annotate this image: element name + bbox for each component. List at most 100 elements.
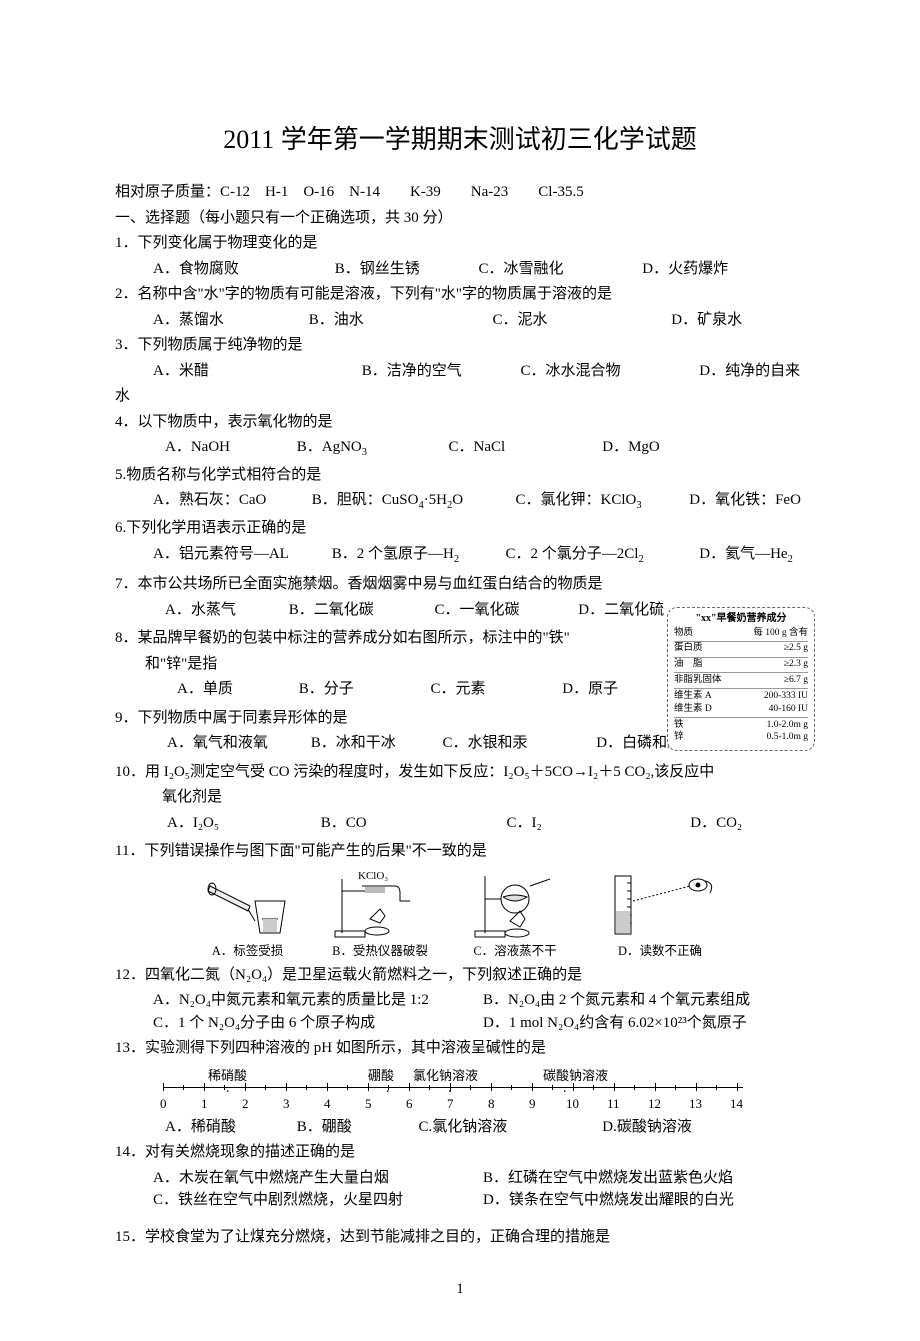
q6-opt-b: B．2 个氢原子—H2 (332, 543, 502, 568)
question-11-diagrams: A．标签受损 KClO₃ B．受热仪器破裂 (115, 871, 805, 961)
q13-opt-a: A．稀硝酸 (165, 1116, 293, 1139)
q1-opt-d: D．火药爆炸 (642, 258, 728, 281)
q7-opt-d: D．二氧化硫 (578, 599, 664, 622)
q10-opt-d: D．CO₂ (690, 812, 742, 835)
question-6-options: A．铝元素符号—AL B．2 个氢原子—H2 C．2 个氯分子—2Cl2 D．氦… (115, 543, 805, 568)
q7-opt-a: A．水蒸气 (165, 599, 285, 622)
q4-opt-d: D．MgO (602, 436, 660, 459)
diagram-c-caption: C．溶液蒸不干 (473, 942, 556, 961)
question-4: 4．以下物质中，表示氧化物的是 (115, 411, 805, 434)
diagram-d: D．读数不正确 (600, 871, 720, 961)
q12-opt-c: C．1 个 N₂O₄分子由 6 个原子构成 (153, 1012, 483, 1035)
q1-opt-a: A．食物腐败 (153, 258, 331, 281)
question-14: 14．对有关燃烧现象的描述正确的是 (115, 1141, 805, 1164)
question-13: 13．实验测得下列四种溶液的 pH 如图所示，其中溶液呈碱性的是 (115, 1037, 805, 1060)
q2-opt-a: A．蒸馏水 (153, 309, 305, 332)
question-10-cont: 氧化剂是 (115, 786, 805, 809)
q3-opt-d-cont: 水 (115, 385, 805, 408)
question-11: 11．下列错误操作与图下面"可能产生的后果"不一致的是 (115, 840, 805, 863)
question-5: 5.物质名称与化学式相符合的是 (115, 464, 805, 487)
q5-opt-d: D．氧化铁：FeO (689, 489, 801, 512)
nutrition-row: 油 脂≥2.3 g (674, 659, 808, 672)
reading-icon (600, 871, 720, 939)
q13-opt-c: C.氯化钠溶液 (419, 1116, 599, 1139)
nutrition-row: 维生素 A200-333 IU (674, 690, 808, 703)
question-12: 12．四氧化二氮（N₂O₄）是卫星运载火箭燃料之一，下列叙述正确的是 (115, 964, 805, 987)
q3-opt-d: D．纯净的自来 (699, 360, 800, 383)
q3-opt-c: C．冰水混合物 (521, 360, 696, 383)
question-3-options: A．米醋 B．洁净的空气 C．冰水混合物 D．纯净的自来 (115, 360, 805, 383)
atomic-masses: 相对原子质量：C-12 H-1 O-16 N-14 K-39 Na-23 Cl-… (115, 181, 805, 204)
q12-opt-a: A．N₂O₄中氮元素和氧元素的质量比是 1:2 (153, 989, 483, 1012)
question-3: 3．下列物质属于纯净物的是 (115, 334, 805, 357)
q5-opt-c: C．氯化钾：KClO3 (516, 489, 686, 514)
q14-opt-a: A．木炭在氧气中燃烧产生大量白烟 (153, 1167, 483, 1190)
q13-opt-d: D.碳酸钠溶液 (602, 1116, 692, 1139)
q14-opt-d: D．镁条在空气中燃烧发出耀眼的白光 (483, 1189, 734, 1212)
diagram-c: C．溶液蒸不干 (465, 871, 565, 961)
question-5-options: A．熟石灰：CaO B．胆矾：CuSO4·5H2O C．氯化钾：KClO3 D．… (115, 489, 805, 514)
q2-opt-c: C．泥水 (493, 309, 668, 332)
diagram-d-caption: D．读数不正确 (618, 942, 702, 961)
question-1: 1．下列变化属于物理变化的是 (115, 232, 805, 255)
ph-top-labels: 稀硝酸 硼酸 氯化钠溶液 碳酸钠溶液 (163, 1066, 743, 1082)
question-2-options: A．蒸馏水 B．油水 C．泥水 D．矿泉水 (115, 309, 805, 332)
q14-opt-b: B．红磷在空气中燃烧发出蓝紫色火焰 (483, 1167, 733, 1190)
q8-opt-a: A．单质 (177, 678, 295, 701)
exam-page: 2011 学年第一学期期末测试初三化学试题 相对原子质量：C-12 H-1 O-… (0, 0, 920, 1341)
question-8-block: "xx"早餐奶营养成分 物质 每 100 g 含有 蛋白质≥2.5 g 油 脂≥… (115, 627, 805, 755)
q1-opt-c: C．冰雪融化 (479, 258, 639, 281)
q9-opt-c: C．水银和汞 (443, 732, 593, 755)
nutrition-row: 铁1.0-2.0m g (674, 719, 808, 732)
q3-opt-b: B．洁净的空气 (362, 360, 517, 383)
nutrition-header: 物质 每 100 g 含有 (674, 628, 808, 642)
nutrition-label-box: "xx"早餐奶营养成分 物质 每 100 g 含有 蛋白质≥2.5 g 油 脂≥… (667, 607, 815, 751)
question-13-options: A．稀硝酸 B．硼酸 C.氯化钠溶液 D.碳酸钠溶液 (115, 1116, 805, 1139)
question-15: 15．学校食堂为了让煤充分燃烧，达到节能减排之目的，正确合理的措施是 (115, 1226, 805, 1249)
q9-opt-b: B．冰和干冰 (311, 732, 439, 755)
question-12-options: A．N₂O₄中氮元素和氧元素的质量比是 1:2 B．N₂O₄由 2 个氮元素和 … (115, 989, 805, 1034)
q13-opt-b: B．硼酸 (297, 1116, 415, 1139)
question-1-options: A．食物腐败 B．钢丝生锈 C．冰雪融化 D．火药爆炸 (115, 258, 805, 281)
q5-opt-b: B．胆矾：CuSO4·5H2O (312, 489, 512, 514)
q6-opt-d: D．氦气—He2 (699, 543, 793, 568)
diagram-a: A．标签受损 (200, 871, 295, 961)
ph-axis: . . . . (163, 1082, 743, 1094)
evaporation-icon (465, 871, 565, 939)
q10-opt-a: A．I₂O₅ (167, 812, 317, 835)
nutrition-title: "xx"早餐奶营养成分 (674, 613, 808, 626)
q5-opt-a: A．熟石灰：CaO (153, 489, 308, 512)
pouring-icon (200, 871, 295, 939)
q4-opt-b: B．AgNO3 (297, 436, 445, 461)
q8-opt-c: C．元素 (431, 678, 559, 701)
q6-opt-a: A．铝元素符号—AL (153, 543, 328, 566)
q7-opt-c: C．一氧化碳 (435, 599, 575, 622)
question-4-options: A．NaOH B．AgNO3 C．NaCl D．MgO (115, 436, 805, 461)
question-10-options: A．I₂O₅ B．CO C．I₂ D．CO₂ (115, 812, 805, 835)
q10-opt-c: C．I₂ (507, 812, 687, 835)
q8-opt-b: B．分子 (299, 678, 427, 701)
q4-opt-c: C．NaCl (449, 436, 599, 459)
diagram-b-caption: B．受热仪器破裂 (332, 942, 428, 961)
nutrition-row: 蛋白质≥2.5 g (674, 643, 808, 656)
q4-opt-a: A．NaOH (165, 436, 293, 459)
q12-opt-d: D．1 mol N₂O₄约含有 6.02×10²³个氮原子 (483, 1012, 747, 1035)
q8-opt-d: D．原子 (562, 678, 618, 701)
ph-scale: 稀硝酸 硼酸 氯化钠溶液 碳酸钠溶液 (163, 1066, 805, 1112)
ph-numbers: 012 345 678 91011 121314 (163, 1094, 743, 1112)
q14-opt-c: C．铁丝在空气中剧烈燃烧，火星四射 (153, 1189, 483, 1212)
kclo3-label: KClO₃ (358, 868, 388, 885)
q3-opt-a: A．米醋 (153, 360, 358, 383)
nutrition-row: 锌0.5-1.0m g (674, 732, 808, 745)
question-10: 10．用 I₂O₅测定空气受 CO 污染的程度时，发生如下反应：I₂O₅＋5CO… (115, 761, 805, 784)
q2-opt-d: D．矿泉水 (671, 309, 742, 332)
diagram-b: KClO₃ B．受热仪器破裂 (330, 871, 430, 961)
q2-opt-b: B．油水 (309, 309, 489, 332)
page-number: 1 (115, 1278, 805, 1301)
q10-opt-b: B．CO (321, 812, 503, 835)
question-7: 7．本市公共场所已全面实施禁烟。香烟烟雾中易与血红蛋白结合的物质是 (115, 573, 805, 596)
q9-opt-a: A．氧气和液氧 (167, 732, 307, 755)
nutrition-row: 维生素 D40-160 IU (674, 703, 808, 716)
nutrition-row: 非脂乳固体≥6.7 g (674, 674, 808, 687)
question-14-options: A．木炭在氧气中燃烧产生大量白烟 B．红磷在空气中燃烧发出蓝紫色火焰 C．铁丝在… (115, 1167, 805, 1212)
